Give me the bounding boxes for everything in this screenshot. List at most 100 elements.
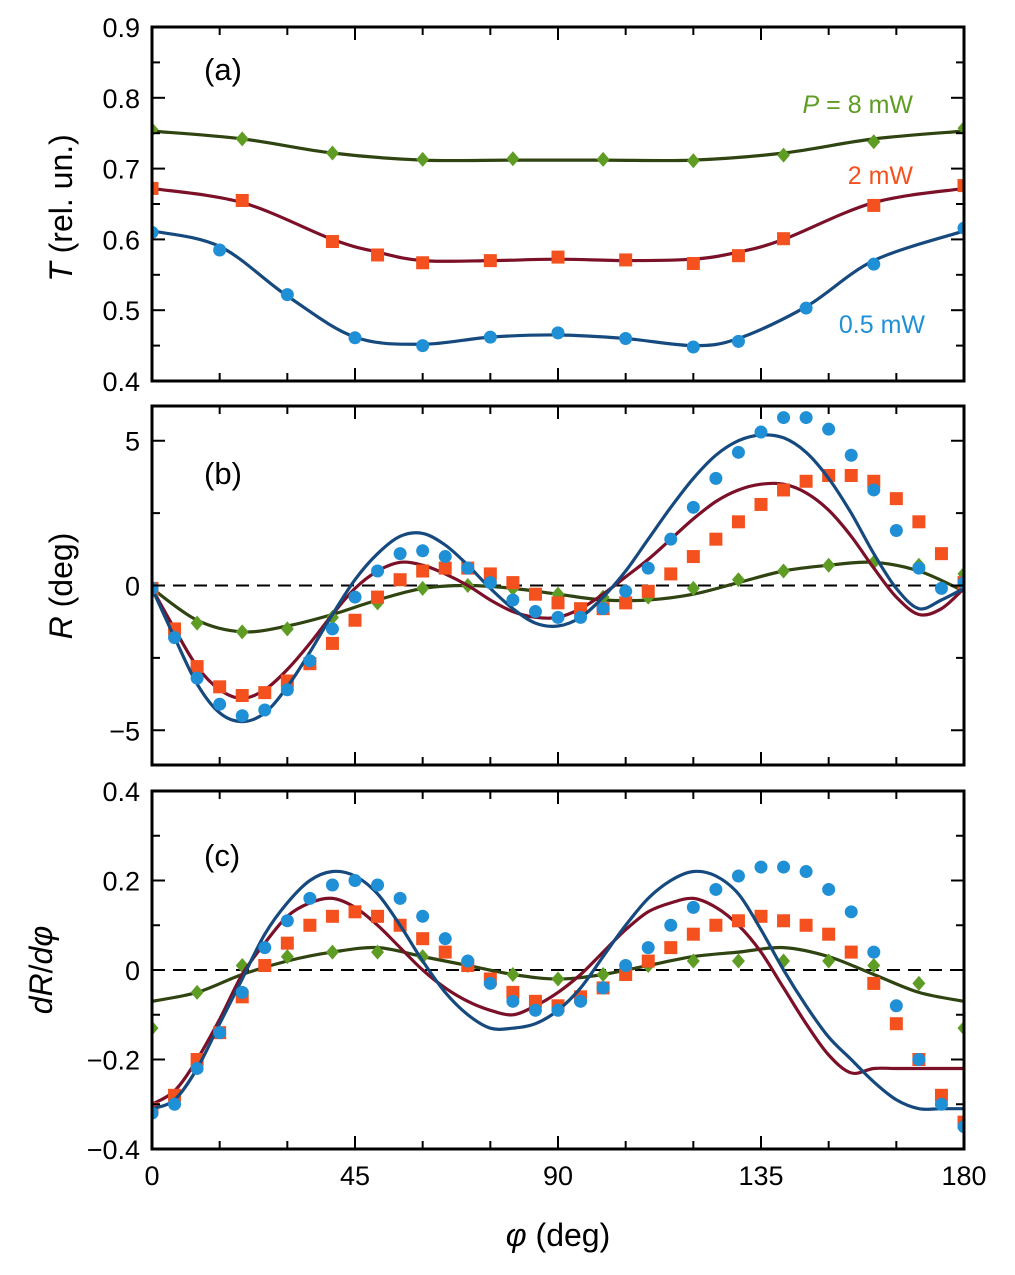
data-point: [416, 949, 430, 965]
data-point: [280, 621, 294, 637]
plot-area: [152, 411, 964, 724]
data-point: [731, 515, 745, 529]
y-tick-label: 0.6: [102, 225, 140, 255]
data-point: [416, 932, 430, 946]
data-point: [754, 497, 768, 511]
data-point: [731, 445, 745, 459]
data-point: [664, 941, 678, 955]
data-point: [371, 564, 385, 578]
panel-a: 0.4 0.5 0.6 0.7 0.8 0.9: [102, 13, 966, 397]
ylabel-c: dR/dφ: [23, 926, 59, 1014]
data-point: [371, 878, 385, 892]
data-point: [461, 954, 475, 968]
data-point: [506, 593, 520, 607]
data-point: [731, 869, 745, 883]
ylabel-a-rest: (rel. un.): [43, 134, 79, 262]
data-point: [822, 953, 836, 969]
data-point: [844, 905, 858, 919]
data-point: [619, 332, 633, 346]
data-point: [957, 120, 964, 136]
data-point: [686, 153, 700, 169]
data-point: [506, 966, 520, 982]
ylabel-b-rest: (deg): [43, 533, 79, 617]
ylabel-b-symbol: R: [43, 616, 79, 639]
data-point: [483, 576, 497, 590]
series-label-2mw: 2 mW: [848, 162, 914, 190]
series-label-8mw-prefix: P: [803, 91, 820, 119]
data-point: [258, 959, 272, 973]
panel-label-c: (c): [204, 838, 240, 873]
fit-line-0-5-mw: [152, 433, 964, 724]
data-point: [822, 422, 836, 436]
data-point: [506, 151, 520, 167]
data-point: [235, 689, 249, 703]
xlabel-symbol: φ: [506, 1217, 527, 1253]
data-point: [686, 900, 700, 914]
data-point: [371, 944, 385, 960]
data-point: [371, 909, 385, 923]
data-point: [619, 967, 633, 981]
data-point: [348, 331, 362, 345]
data-point: [822, 927, 836, 941]
data-point: [348, 905, 362, 919]
data-point: [303, 918, 317, 932]
data-point: [325, 944, 339, 960]
data-point: [777, 232, 791, 246]
data-point: [709, 471, 723, 485]
data-point: [416, 339, 430, 353]
data-point: [438, 945, 452, 959]
data-point: [416, 256, 430, 270]
data-point: [551, 250, 565, 264]
data-point: [822, 557, 836, 573]
data-point: [213, 1026, 227, 1040]
series-label-05mw: 0.5 mW: [839, 311, 926, 339]
data-point: [190, 671, 204, 685]
data-point: [574, 610, 588, 624]
data-point: [235, 985, 249, 999]
data-point: [461, 561, 475, 575]
data-point: [641, 584, 655, 598]
data-point: [799, 918, 813, 932]
data-point: [754, 909, 768, 923]
data-point: [822, 882, 836, 896]
data-point: [235, 193, 249, 207]
data-point: [416, 544, 430, 558]
data-point: [280, 914, 294, 928]
data-point: [438, 932, 452, 946]
data-point: [867, 945, 881, 959]
data-point: [641, 954, 655, 968]
y-tick-label: 0: [125, 956, 140, 986]
data-point: [731, 953, 745, 969]
data-point: [551, 1003, 565, 1017]
data-point: [168, 1097, 182, 1111]
data-point: [934, 1097, 948, 1111]
y-tick-label: 0.9: [102, 13, 140, 43]
data-point: [235, 709, 249, 723]
data-point: [416, 909, 430, 923]
data-point: [528, 1003, 542, 1017]
data-point: [596, 981, 610, 995]
data-point: [777, 147, 791, 163]
data-point: [168, 631, 182, 645]
x-tick-label: 180: [941, 1161, 986, 1191]
data-point: [912, 515, 926, 529]
data-point: [325, 235, 339, 249]
data-point: [777, 483, 791, 497]
y-tick-label: 0.5: [102, 296, 140, 326]
data-point: [777, 914, 791, 928]
data-point: [596, 151, 610, 167]
data-point: [506, 994, 520, 1008]
data-point: [303, 891, 317, 905]
y-tick-label: −5: [109, 716, 140, 746]
data-point: [686, 550, 700, 564]
y-tick-label: 0.2: [102, 867, 140, 897]
ylabel-c-symbol2: φ: [23, 926, 59, 947]
data-point: [957, 1120, 964, 1134]
data-point: [258, 941, 272, 955]
data-point: [438, 561, 452, 575]
data-point: [235, 624, 249, 640]
data-point: [844, 945, 858, 959]
data-point: [235, 131, 249, 147]
data-point: [393, 547, 407, 561]
